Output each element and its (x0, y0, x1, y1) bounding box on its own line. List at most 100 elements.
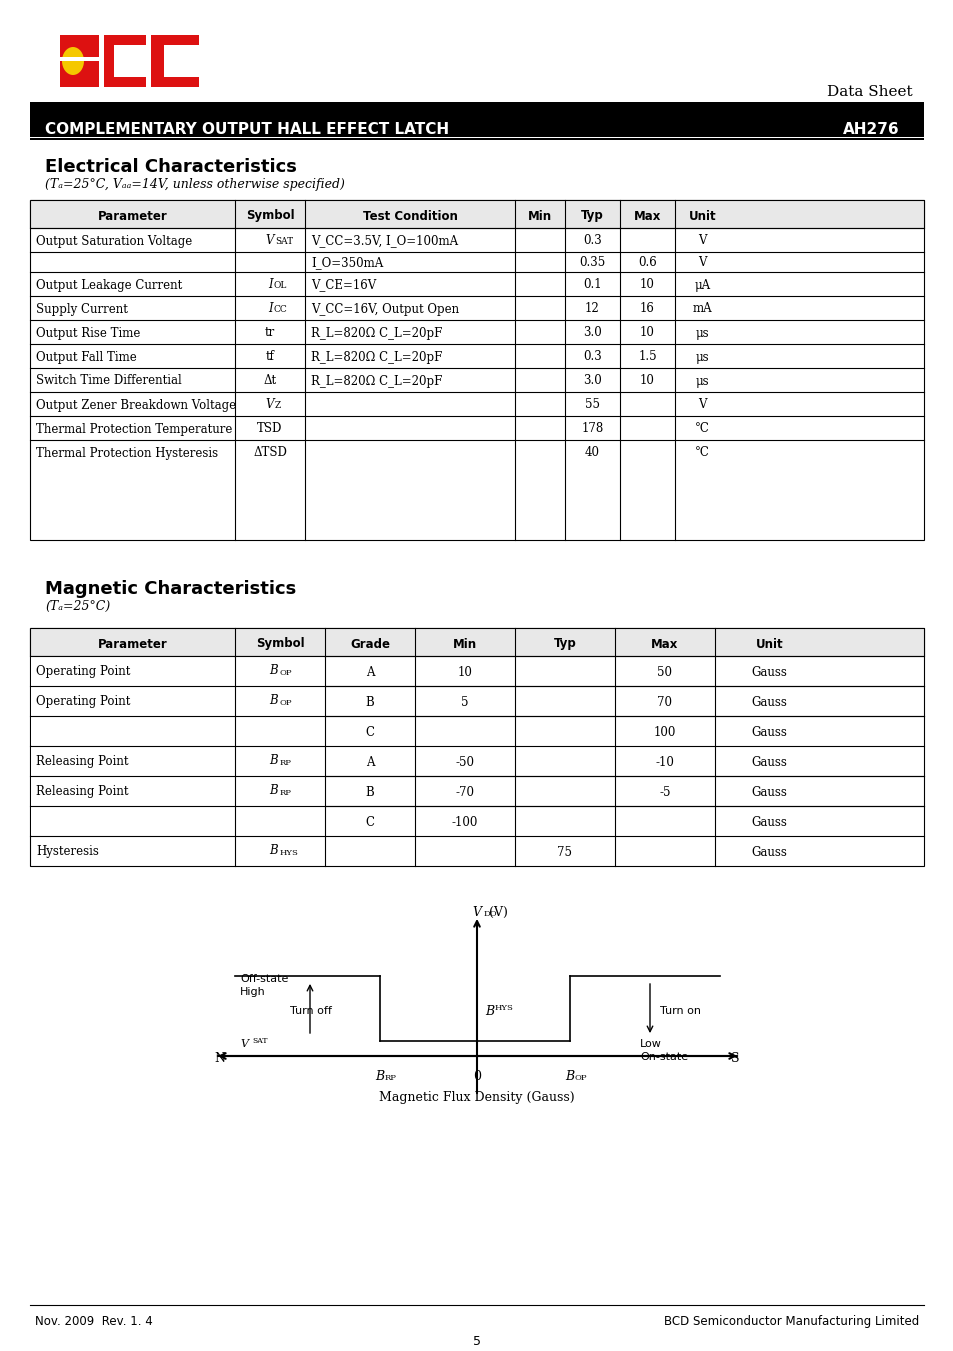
Text: OP: OP (280, 669, 293, 677)
Text: OP: OP (575, 1074, 587, 1082)
Text: 3.0: 3.0 (582, 374, 601, 388)
Text: B: B (484, 1005, 494, 1019)
Text: A: A (365, 755, 374, 769)
Text: V: V (698, 399, 706, 412)
Text: Output Fall Time: Output Fall Time (36, 350, 136, 363)
Text: R_L=820Ω C_L=20pF: R_L=820Ω C_L=20pF (311, 350, 442, 363)
Text: OP: OP (280, 698, 293, 707)
Bar (30, 628, 923, 866)
Text: B: B (269, 754, 277, 767)
Text: -100: -100 (452, 816, 477, 828)
Text: HYS: HYS (280, 848, 298, 857)
Text: mA: mA (692, 303, 712, 316)
Text: I: I (268, 303, 272, 316)
Text: V_CE=16V: V_CE=16V (311, 278, 375, 292)
Text: V_CC=3.5V, I_O=100mA: V_CC=3.5V, I_O=100mA (311, 235, 457, 247)
Text: °C: °C (695, 446, 709, 459)
Bar (30, 657, 233, 744)
Bar (30, 200, 923, 540)
Bar (235, 747, 324, 835)
Text: 10: 10 (639, 374, 655, 388)
Text: Releasing Point: Releasing Point (36, 785, 129, 798)
Text: (Tₐ=25°C, Vₐₐ=14V, unless otherwise specified): (Tₐ=25°C, Vₐₐ=14V, unless otherwise spec… (45, 178, 345, 190)
Text: V: V (698, 235, 706, 247)
Text: Low: Low (639, 1039, 661, 1048)
Text: AH276: AH276 (842, 122, 899, 136)
Text: BCD Semiconductor Manufacturing Limited: BCD Semiconductor Manufacturing Limited (663, 1315, 918, 1328)
Text: Output Saturation Voltage: Output Saturation Voltage (36, 235, 193, 247)
Text: μs: μs (695, 374, 709, 388)
Bar (30, 200, 923, 228)
Bar (47, 35, 60, 86)
Bar (235, 657, 324, 744)
Bar (47, 35, 99, 86)
Text: Turn on: Turn on (659, 1006, 700, 1016)
Text: Min: Min (527, 209, 552, 223)
Text: HYS: HYS (495, 1005, 514, 1012)
Text: On-state: On-state (639, 1052, 687, 1062)
Text: V: V (698, 257, 706, 269)
Text: (Tₐ=25°C): (Tₐ=25°C) (45, 600, 111, 613)
Text: tr: tr (265, 327, 274, 339)
Text: R_L=820Ω C_L=20pF: R_L=820Ω C_L=20pF (311, 374, 442, 388)
Bar (113, 45, 146, 77)
Text: Max: Max (651, 638, 678, 650)
Text: B: B (269, 785, 277, 797)
Text: Gauss: Gauss (751, 846, 786, 858)
Text: RP: RP (280, 789, 292, 797)
Text: Typ: Typ (580, 209, 603, 223)
Text: V: V (472, 907, 481, 919)
Text: tf: tf (265, 350, 274, 363)
Text: 40: 40 (584, 446, 599, 459)
Text: 3.0: 3.0 (582, 327, 601, 339)
Text: -70: -70 (455, 785, 474, 798)
Text: Off-state: Off-state (240, 974, 288, 984)
Bar (47, 57, 99, 61)
Text: V: V (266, 235, 274, 247)
Text: Symbol: Symbol (255, 638, 304, 650)
Text: Operating Point: Operating Point (36, 696, 131, 708)
Text: 50: 50 (657, 666, 672, 678)
Text: Gauss: Gauss (751, 755, 786, 769)
Text: I: I (268, 278, 272, 292)
Text: Switch Time Differential: Switch Time Differential (36, 374, 182, 388)
Text: SAT: SAT (274, 236, 293, 246)
Text: B: B (365, 785, 374, 798)
Text: 100: 100 (653, 725, 676, 739)
Bar (151, 35, 199, 86)
Text: S: S (730, 1052, 739, 1066)
Text: -50: -50 (455, 755, 474, 769)
Text: Max: Max (633, 209, 660, 223)
Text: Supply Current: Supply Current (36, 303, 128, 316)
Text: Output Leakage Current: Output Leakage Current (36, 278, 182, 292)
Text: Hysteresis: Hysteresis (36, 846, 99, 858)
Text: ΔTSD: ΔTSD (253, 446, 287, 459)
Bar (30, 628, 923, 657)
Text: SAT: SAT (252, 1038, 267, 1046)
Bar (30, 101, 923, 105)
Text: Operating Point: Operating Point (36, 666, 131, 678)
Text: Unit: Unit (755, 638, 782, 650)
Text: Grade: Grade (350, 638, 390, 650)
Text: 75: 75 (557, 846, 572, 858)
Text: B: B (269, 844, 277, 858)
Text: 5: 5 (460, 696, 468, 708)
Text: DO: DO (483, 911, 497, 917)
Text: 10: 10 (639, 278, 655, 292)
Text: Magnetic Characteristics: Magnetic Characteristics (45, 580, 296, 598)
Text: Magnetic Flux Density (Gauss): Magnetic Flux Density (Gauss) (378, 1092, 575, 1104)
Text: (V): (V) (488, 907, 507, 919)
Text: B: B (269, 665, 277, 677)
Text: OL: OL (274, 281, 287, 289)
Text: Output Rise Time: Output Rise Time (36, 327, 140, 339)
Text: Gauss: Gauss (751, 725, 786, 739)
Text: °C: °C (695, 423, 709, 435)
Text: -5: -5 (659, 785, 670, 798)
Text: 5: 5 (473, 1335, 480, 1348)
Text: RP: RP (280, 759, 292, 767)
Text: 55: 55 (584, 399, 599, 412)
Text: Gauss: Gauss (751, 696, 786, 708)
Text: I_O=350mA: I_O=350mA (311, 257, 383, 269)
Text: Δt: Δt (263, 374, 276, 388)
Text: 1.5: 1.5 (638, 350, 656, 363)
